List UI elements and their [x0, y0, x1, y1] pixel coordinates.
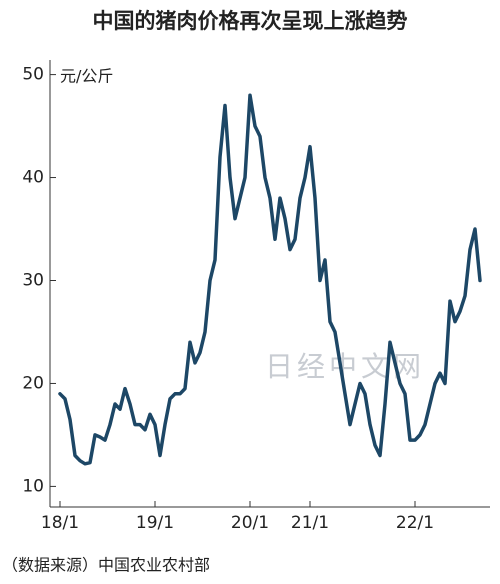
y-tick-label: 30 [22, 271, 44, 291]
x-tick-label: 18/1 [41, 513, 79, 533]
y-tick-label: 10 [22, 476, 44, 496]
x-tick-label: 20/1 [231, 513, 269, 533]
source: （数据来源）中国农业农村部 [2, 556, 210, 575]
y-tick-label: 20 [22, 373, 44, 393]
chart-title: 中国的猪肉价格再次呈现上涨趋势 [93, 9, 408, 33]
y-tick-label: 50 [22, 65, 44, 85]
x-tick-label: 21/1 [291, 513, 329, 533]
x-tick-label: 19/1 [136, 513, 174, 533]
y-unit: 元/公斤 [60, 67, 113, 86]
price-line [58, 93, 482, 466]
y-tick-label: 40 [22, 168, 44, 188]
watermark: 日经中文网 [265, 350, 425, 383]
x-tick-label: 22/1 [396, 513, 434, 533]
